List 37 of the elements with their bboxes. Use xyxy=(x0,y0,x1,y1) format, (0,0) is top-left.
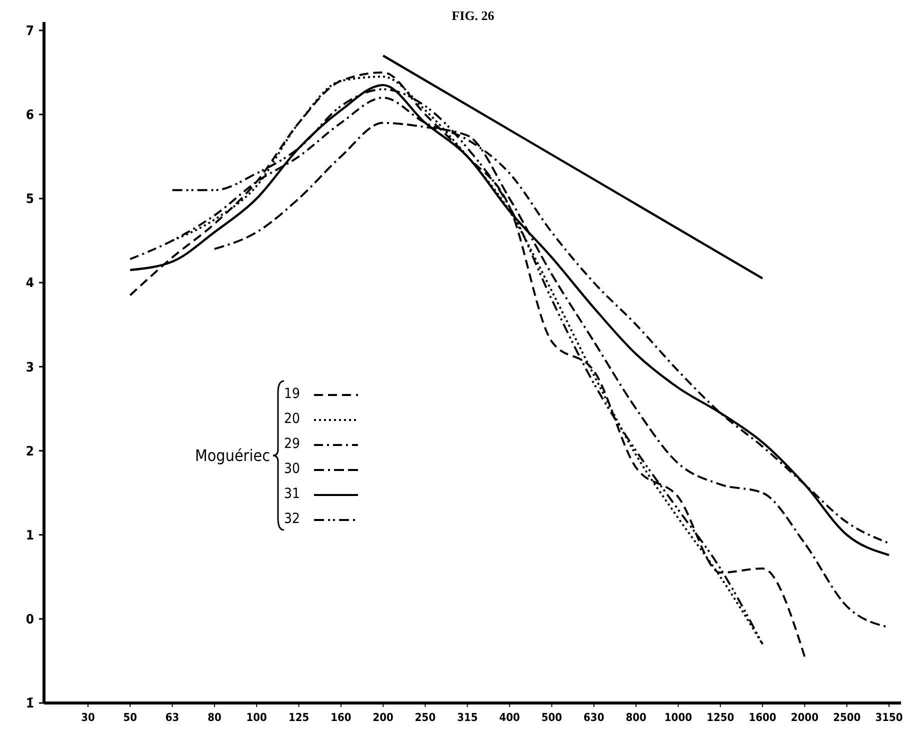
legend-label: 31 xyxy=(284,486,300,502)
x-tick-label: 200 xyxy=(372,711,394,724)
x-tick-label: 2500 xyxy=(833,711,861,724)
x-tick-label: 2000 xyxy=(790,711,819,724)
y-tick-label: 7 xyxy=(26,24,34,39)
legend-title: Moguériec xyxy=(194,446,270,466)
y-tick-label: 4 xyxy=(26,276,34,292)
y-tick-label: 1̄ xyxy=(26,696,34,712)
x-tick-label: 400 xyxy=(499,711,520,724)
x-tick-label: 3150 xyxy=(875,711,903,724)
legend-label: 20 xyxy=(284,410,300,427)
x-tick-label: 80 xyxy=(208,711,222,724)
x-tick-label: 1250 xyxy=(706,711,734,724)
y-tick-label: 6 xyxy=(26,108,34,124)
x-tick-label: 500 xyxy=(541,711,562,724)
legend-label: 30 xyxy=(284,460,300,477)
legend-label: 29 xyxy=(284,436,300,452)
y-tick-label: 1 xyxy=(26,528,34,544)
x-tick-label: 800 xyxy=(626,711,646,724)
x-tick-label: 250 xyxy=(414,711,436,724)
x-tick-label: 125 xyxy=(288,711,310,724)
x-tick-label: 30 xyxy=(81,711,95,724)
chart-title: FIG. 26 xyxy=(452,8,495,23)
y-tick-label: 5 xyxy=(26,192,34,208)
y-tick-label: 2 xyxy=(26,444,34,460)
x-tick-label: 1600 xyxy=(748,711,776,724)
x-tick-label: 1000 xyxy=(664,711,692,724)
y-tick-label: 3 xyxy=(26,360,34,376)
x-tick-label: 315 xyxy=(457,711,478,724)
x-tick-label: 100 xyxy=(246,711,268,724)
x-tick-label: 630 xyxy=(584,711,604,724)
y-tick-label: 0 xyxy=(26,612,34,628)
x-tick-label: 50 xyxy=(123,711,138,724)
legend-label: 19 xyxy=(284,386,300,402)
x-tick-label: 63 xyxy=(165,711,180,724)
x-tick-label: 160 xyxy=(330,711,352,724)
legend-label: 32 xyxy=(284,510,300,527)
